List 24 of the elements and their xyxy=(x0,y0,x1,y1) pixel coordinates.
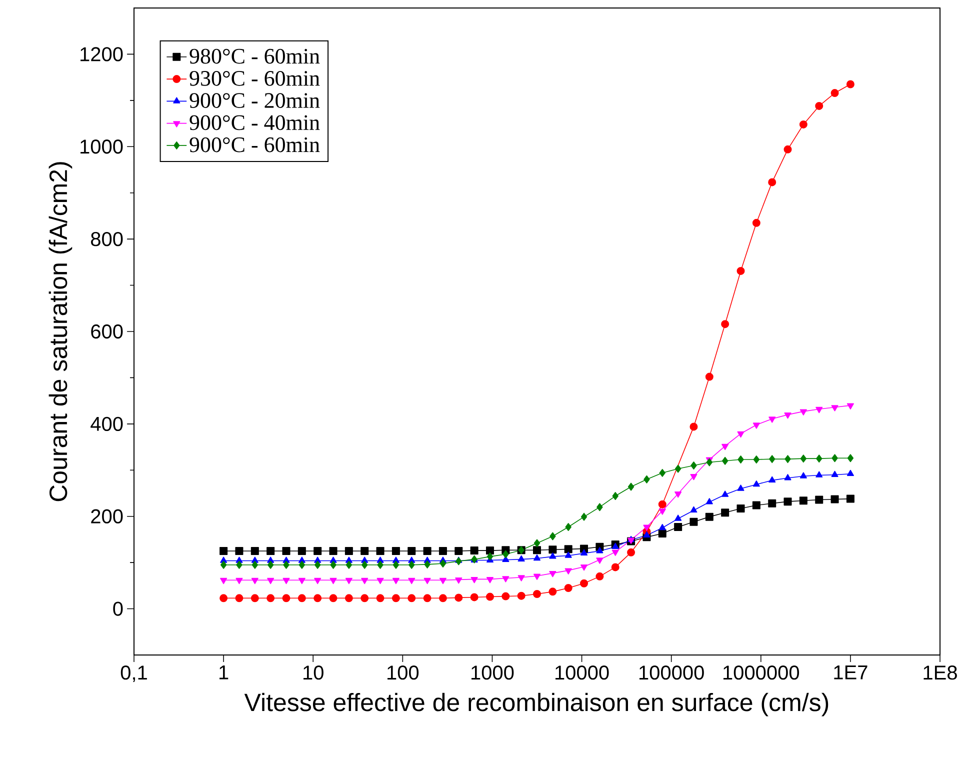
legend-label: 980°C - 60min xyxy=(190,48,320,64)
y-tick-label: 1000 xyxy=(80,140,123,154)
x-tick-label: 1E7 xyxy=(834,666,868,680)
x-tick-label: 10 xyxy=(304,666,324,680)
x-tick-label: 0,1 xyxy=(120,666,147,682)
x-tick-label: 1000000 xyxy=(723,666,800,680)
x-tick-label: 1000 xyxy=(472,666,514,680)
y-tick-label: 800 xyxy=(91,232,123,246)
x-tick-label: 100 xyxy=(388,666,419,680)
y-tick-label: 1200 xyxy=(80,47,123,62)
y-tick-label: 600 xyxy=(91,324,123,339)
legend-label: 900°C - 60min xyxy=(190,137,320,152)
y-tick-label: 0 xyxy=(113,602,123,616)
y-tick-label: 200 xyxy=(91,509,123,524)
x-tick-label: 1E8 xyxy=(924,666,957,680)
y-tick-label: 400 xyxy=(90,416,123,431)
x-tick-label: 1 xyxy=(220,666,228,680)
legend-label: 900°C - 40min xyxy=(190,115,320,130)
legend-label: 930°C - 60min xyxy=(190,70,320,86)
x-tick-label: 10000 xyxy=(555,666,609,680)
legend-label: 900°C - 20min xyxy=(190,93,320,108)
x-axis-title: Vitesse effective de recombinaison en surface (cm/s) xyxy=(244,692,828,716)
x-tick-label: 100000 xyxy=(639,666,704,680)
y-axis-title: Courant de saturation (fA/cm2) xyxy=(48,162,72,502)
